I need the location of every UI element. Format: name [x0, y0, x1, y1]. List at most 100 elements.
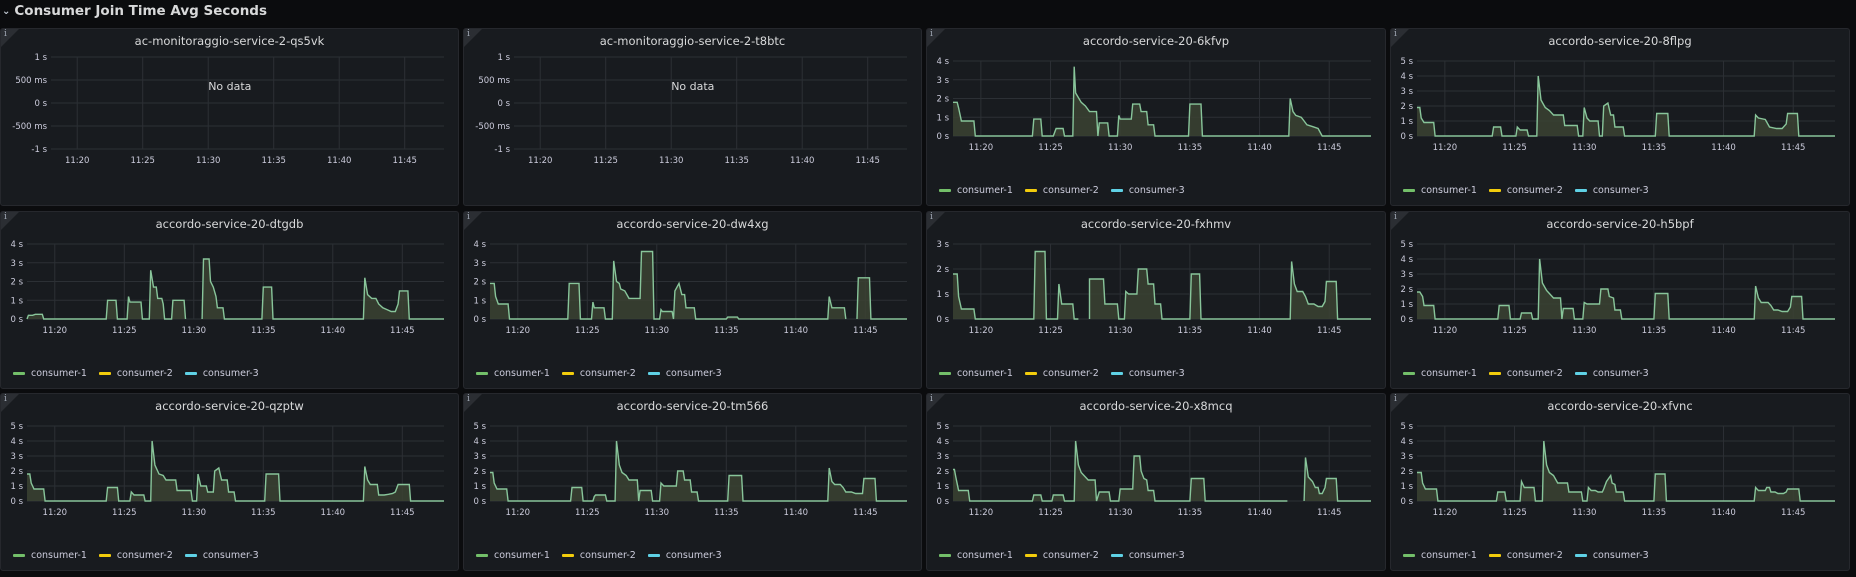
series-line-consumer-1[interactable] — [953, 66, 1371, 137]
chart-svg[interactable]: 5 s 4 s 3 s 2 s 1 s 0 s 11:20 11:25 11:30 11:35 11… — [1391, 212, 1850, 389]
info-icon[interactable]: i — [467, 29, 470, 39]
legend-item-consumer-3[interactable]: consumer-3 — [647, 368, 722, 379]
panel-info-corner[interactable] — [1391, 29, 1409, 47]
chart-svg[interactable]: 3 s 2 s 1 s 0 s 11:20 11:25 11:30 11:35 11:40 11:… — [927, 212, 1386, 389]
legend-item-consumer-1[interactable]: consumer-1 — [939, 185, 1013, 196]
legend-item-consumer-1[interactable]: consumer-1 — [1403, 368, 1477, 379]
legend-item-consumer-2[interactable]: consumer-2 — [1488, 550, 1563, 561]
panel[interactable]: i accordo-service-20-xfvnc 5 s 4 s 3 s 2 s 1 s… — [1390, 393, 1850, 571]
chart-svg[interactable]: 5 s 4 s 3 s 2 s 1 s 0 s 11:20 11:25 11:30 11:35 11… — [1, 394, 459, 571]
info-icon[interactable]: i — [467, 212, 470, 222]
panel-title[interactable]: accordo-service-20-6kfvp — [1082, 34, 1230, 48]
panel-title[interactable]: accordo-service-20-qzptw — [155, 399, 304, 413]
panel[interactable]: i accordo-service-20-dtgdb 4 s 3 s 2 s 1 s 0 s… — [0, 211, 459, 389]
panel-info-corner[interactable] — [464, 394, 482, 412]
legend-item-consumer-3[interactable]: consumer-3 — [1110, 550, 1185, 561]
series-line-consumer-1[interactable] — [26, 270, 187, 320]
chart-svg[interactable]: 1 s 500 ms 0 s -500 ms -1 s 11:20 11:25 11:30 11… — [1, 29, 459, 206]
chart-svg[interactable]: 5 s 4 s 3 s 2 s 1 s 0 s 11:20 11:25 11:30 11:35 11… — [464, 394, 922, 571]
panel[interactable]: i ac-monitoraggio-service-2-qs5vk 1 s 500 m… — [0, 28, 459, 206]
legend-item-consumer-2[interactable]: consumer-2 — [1488, 185, 1563, 196]
legend-item-consumer-3[interactable]: consumer-3 — [1110, 368, 1185, 379]
legend-item-consumer-3[interactable]: consumer-3 — [1574, 185, 1649, 196]
panel-info-corner[interactable] — [1, 394, 19, 412]
legend-item-consumer-1[interactable]: consumer-1 — [13, 550, 87, 561]
panel-title[interactable]: accordo-service-20-x8mcq — [1079, 399, 1233, 413]
panel-info-corner[interactable] — [1391, 212, 1409, 230]
panel-title[interactable]: accordo-service-20-8flpg — [1548, 34, 1692, 48]
legend-item-consumer-1[interactable]: consumer-1 — [13, 368, 87, 379]
panel-title[interactable]: accordo-service-20-xfvnc — [1547, 399, 1693, 413]
info-icon[interactable]: i — [4, 212, 7, 222]
panel-title[interactable]: accordo-service-20-tm566 — [616, 399, 769, 413]
panel[interactable]: i accordo-service-20-qzptw 5 s 4 s 3 s 2 s 1 s… — [0, 393, 459, 571]
info-icon[interactable]: i — [930, 212, 933, 222]
panel[interactable]: i ac-monitoraggio-service-2-t8btc 1 s 500 m… — [463, 28, 922, 206]
panel[interactable]: i accordo-service-20-h5bpf 5 s 4 s 3 s 2 s 1 s… — [1390, 211, 1850, 389]
panel[interactable]: i accordo-service-20-tm566 5 s 4 s 3 s 2 s 1 s… — [463, 393, 922, 571]
chart-svg[interactable]: 5 s 4 s 3 s 2 s 1 s 0 s 11:20 11:25 11:30 11:35 11… — [1391, 29, 1850, 206]
chart-svg[interactable]: 5 s 4 s 3 s 2 s 1 s 0 s 11:20 11:25 11:30 11:35 11… — [1391, 394, 1850, 571]
legend-item-consumer-2[interactable]: consumer-2 — [1024, 368, 1099, 379]
series-line-consumer-1[interactable] — [1417, 258, 1835, 320]
panel-info-corner[interactable] — [464, 212, 482, 230]
panel[interactable]: i accordo-service-20-6kfvp 4 s 3 s 2 s 1 s 0 s… — [926, 28, 1386, 206]
series-line-consumer-1[interactable] — [201, 258, 444, 320]
info-icon[interactable]: i — [930, 394, 933, 404]
info-icon[interactable]: i — [1394, 29, 1397, 39]
legend-item-consumer-3[interactable]: consumer-3 — [1574, 368, 1649, 379]
chart-svg[interactable]: 4 s 3 s 2 s 1 s 0 s 11:20 11:25 11:30 11:35 11:40… — [1, 212, 459, 389]
info-icon[interactable]: i — [1394, 394, 1397, 404]
series-line-consumer-1[interactable] — [953, 440, 1288, 502]
legend-item-consumer-2[interactable]: consumer-2 — [1024, 185, 1099, 196]
legend-item-consumer-1[interactable]: consumer-1 — [476, 550, 550, 561]
panel-info-corner[interactable] — [1391, 394, 1409, 412]
series-line-consumer-1[interactable] — [490, 440, 907, 502]
legend-item-consumer-2[interactable]: consumer-2 — [98, 550, 173, 561]
legend-item-consumer-2[interactable]: consumer-2 — [561, 368, 636, 379]
panel[interactable]: i accordo-service-20-dw4xg 4 s 3 s 2 s 1 s 0 s… — [463, 211, 922, 389]
chart-svg[interactable]: 4 s 3 s 2 s 1 s 0 s 11:20 11:25 11:30 11:35 11:40… — [464, 212, 922, 389]
legend-item-consumer-2[interactable]: consumer-2 — [561, 550, 636, 561]
info-icon[interactable]: i — [467, 394, 470, 404]
series-line-consumer-1[interactable] — [1303, 457, 1371, 502]
legend-item-consumer-1[interactable]: consumer-1 — [1403, 550, 1477, 561]
panel-info-corner[interactable] — [1, 29, 19, 47]
legend-item-consumer-3[interactable]: consumer-3 — [647, 550, 722, 561]
panel-title[interactable]: ac-monitoraggio-service-2-qs5vk — [134, 34, 325, 48]
panel-info-corner[interactable] — [927, 29, 945, 47]
series-line-consumer-1[interactable] — [1088, 261, 1372, 320]
series-line-consumer-1[interactable] — [1417, 75, 1835, 137]
panel-title[interactable]: accordo-service-20-dtgdb — [155, 217, 304, 231]
panel[interactable]: i accordo-service-20-x8mcq 5 s 4 s 3 s 2 s 1 s… — [926, 393, 1386, 571]
row-header[interactable]: ⌄ Consumer Join Time Avg Seconds — [0, 0, 267, 22]
panel-info-corner[interactable] — [464, 29, 482, 47]
info-icon[interactable]: i — [4, 394, 7, 404]
panel-info-corner[interactable] — [927, 212, 945, 230]
series-line-consumer-1[interactable] — [1417, 440, 1835, 502]
panel-info-corner[interactable] — [1, 212, 19, 230]
legend-item-consumer-3[interactable]: consumer-3 — [1574, 550, 1649, 561]
legend-item-consumer-1[interactable]: consumer-1 — [476, 368, 550, 379]
legend-item-consumer-2[interactable]: consumer-2 — [98, 368, 173, 379]
panel-title[interactable]: accordo-service-20-dw4xg — [616, 217, 769, 231]
series-line-consumer-1[interactable] — [953, 250, 1079, 320]
series-line-consumer-1[interactable] — [27, 440, 444, 502]
chart-svg[interactable]: 1 s 500 ms 0 s -500 ms -1 s 11:20 11:25 11:30 11… — [464, 29, 922, 206]
panel-title[interactable]: accordo-service-20-h5bpf — [1546, 217, 1694, 231]
legend-item-consumer-3[interactable]: consumer-3 — [1110, 185, 1185, 196]
info-icon[interactable]: i — [1394, 212, 1397, 222]
legend-item-consumer-3[interactable]: consumer-3 — [184, 368, 259, 379]
series-line-consumer-1[interactable] — [856, 277, 907, 320]
legend-item-consumer-2[interactable]: consumer-2 — [1024, 550, 1099, 561]
legend-item-consumer-1[interactable]: consumer-1 — [939, 368, 1013, 379]
info-icon[interactable]: i — [4, 29, 7, 39]
legend-item-consumer-1[interactable]: consumer-1 — [939, 550, 1013, 561]
legend-item-consumer-2[interactable]: consumer-2 — [1488, 368, 1563, 379]
panel[interactable]: i accordo-service-20-8flpg 5 s 4 s 3 s 2 s 1 s… — [1390, 28, 1850, 206]
legend-item-consumer-3[interactable]: consumer-3 — [184, 550, 259, 561]
chart-svg[interactable]: 4 s 3 s 2 s 1 s 0 s 11:20 11:25 11:30 11:35 11:40… — [927, 29, 1386, 206]
panel[interactable]: i accordo-service-20-fxhmv 3 s 2 s 1 s 0 s 11:… — [926, 211, 1386, 389]
panel-info-corner[interactable] — [927, 394, 945, 412]
series-line-consumer-1[interactable] — [490, 250, 847, 320]
